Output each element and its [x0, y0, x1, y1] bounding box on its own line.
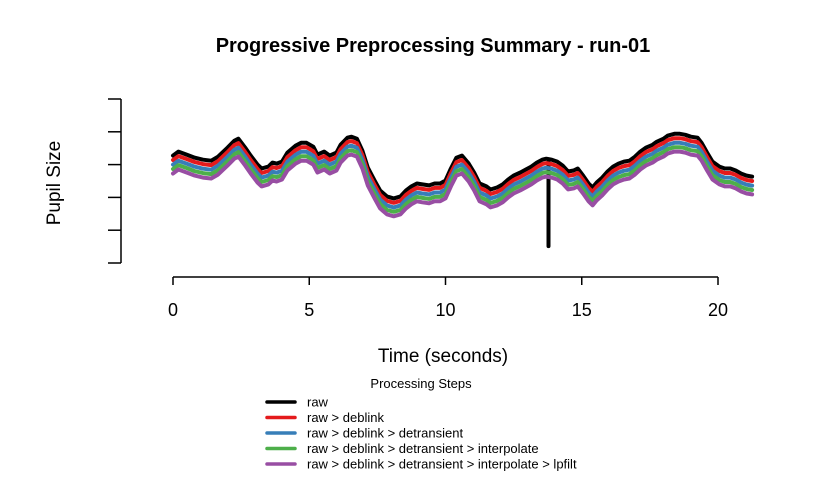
legend-item-deblink: raw > deblink	[265, 410, 384, 425]
legend-title: Processing Steps	[370, 376, 472, 391]
x-tick-label-5: 5	[304, 300, 314, 320]
y-axis-label: Pupil Size	[44, 141, 65, 226]
series-line-lpfilt	[171, 149, 755, 219]
legend-label-interpolate: raw > deblink > detransient > interpolat…	[307, 441, 539, 456]
axes: 0 5 10 15 20	[108, 98, 728, 320]
series-line-deblink	[171, 136, 755, 205]
legend-label-raw: raw	[307, 395, 329, 410]
chart-title: Progressive Preprocessing Summary - run-…	[216, 35, 651, 57]
legend-item-lpfilt: raw > deblink > detransient > interpolat…	[265, 457, 577, 472]
data-series	[171, 131, 755, 249]
x-axis-label: Time (seconds)	[378, 346, 508, 367]
legend-item-detransient: raw > deblink > detransient	[265, 426, 463, 441]
x-tick-label-15: 15	[572, 300, 592, 320]
legend-label-lpfilt: raw > deblink > detransient > interpolat…	[307, 457, 577, 472]
series-line-raw	[171, 131, 755, 249]
legend-item-interpolate: raw > deblink > detransient > interpolat…	[265, 441, 539, 456]
legend-label-detransient: raw > deblink > detransient	[307, 426, 463, 441]
x-tick-label-0: 0	[168, 300, 178, 320]
x-tick-label-10: 10	[435, 300, 455, 320]
legend-label-deblink: raw > deblink	[307, 410, 384, 425]
x-tick-label-20: 20	[708, 300, 728, 320]
legend-item-raw: raw	[265, 395, 329, 410]
